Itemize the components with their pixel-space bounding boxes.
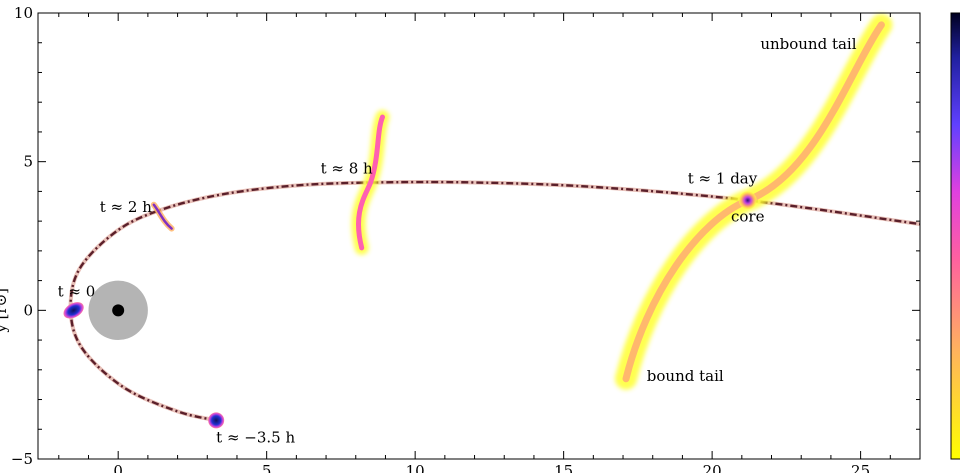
black-hole-core (112, 304, 125, 317)
x-tick-label: 15 (554, 462, 573, 473)
orbit-outline (68, 180, 921, 423)
star-pericenter (63, 302, 84, 319)
snapshot-label: t ≈ 8 h (321, 159, 373, 177)
y-axis-label: y [r⊙] (0, 288, 10, 334)
annotation-bound-tail: bound tail (647, 367, 724, 385)
annotation-core: core (731, 207, 765, 225)
snapshot-label: t ≈ −3.5 h (216, 428, 295, 446)
y-tick-label: 10 (14, 4, 33, 22)
y-tick-label: −5 (11, 450, 33, 468)
stream-8h (356, 114, 385, 251)
snapshot-label: t ≈ 2 h (100, 198, 152, 216)
y-tick-label: 5 (23, 153, 33, 171)
x-tick-label: 25 (851, 462, 870, 473)
annotation-unbound-tail: unbound tail (760, 35, 856, 53)
x-tick-label: 20 (703, 462, 722, 473)
stream-core (738, 191, 757, 210)
plot-area: t ≈ −3.5 h t ≈ 0 t ≈ 2 h t ≈ 8 h t ≈ 1 day co… (58, 13, 921, 446)
plot-frame (37, 12, 921, 460)
orbit-line (69, 180, 921, 422)
stream-2h (152, 203, 173, 230)
colorbar (950, 12, 960, 460)
x-tick-label: 5 (262, 462, 272, 473)
star-initial (208, 412, 225, 429)
snapshot-label: t ≈ 0 (58, 282, 96, 300)
x-tick-label: 10 (406, 462, 425, 473)
axes: 0 5 10 15 20 25 −5 0 5 10 y [r⊙] (0, 4, 921, 473)
x-tick-label: 0 (113, 462, 123, 473)
snapshot-label: t ≈ 1 day (688, 169, 758, 187)
y-tick-label: 0 (23, 301, 33, 319)
